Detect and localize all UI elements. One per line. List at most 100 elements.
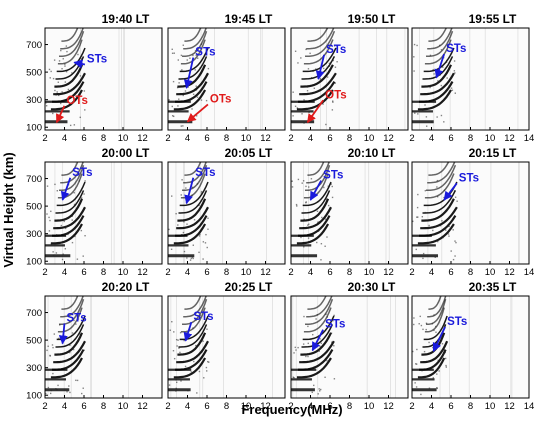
scatter-point: [196, 96, 199, 98]
x-tick-label: 4: [429, 267, 434, 278]
f-layer-trace: [298, 349, 334, 371]
f-layer-trace: [176, 72, 209, 96]
f-layer-trace: [183, 296, 207, 318]
x-tick-label: 2: [288, 401, 293, 412]
scatter-point: [195, 115, 198, 117]
scatter-point: [445, 366, 448, 368]
scatter-point: [425, 116, 428, 118]
st-arrow: [432, 326, 446, 352]
scatter-point: [59, 102, 62, 105]
panel-title: 20:00 LT: [102, 146, 150, 160]
scatter-point: [333, 345, 335, 347]
x-tick-label: 12: [260, 267, 271, 278]
scatter-point: [307, 68, 310, 70]
scatter-point: [69, 351, 71, 354]
scatter-point: [303, 246, 305, 248]
ot-label: OTs: [66, 95, 88, 107]
f-layer-trace: [177, 198, 207, 222]
scatter-point: [454, 240, 456, 242]
scatter-point: [305, 201, 307, 204]
scatter-point: [333, 45, 336, 47]
scatter-point: [308, 186, 310, 188]
scatter-point: [446, 96, 448, 98]
scatter-point: [68, 358, 70, 360]
y-tick-label: 500: [26, 68, 42, 79]
f-layer-trace: [420, 340, 449, 364]
scatter-point: [422, 257, 424, 260]
x-tick-label: 8: [101, 401, 106, 412]
scatter-point: [442, 66, 444, 68]
scatter-point: [330, 208, 332, 210]
scatter-point: [206, 246, 208, 249]
scatter-point: [316, 314, 319, 316]
scatter-point: [331, 196, 334, 199]
scatter-point: [185, 187, 187, 189]
scatter-point: [440, 49, 443, 51]
scatter-point: [76, 379, 79, 382]
x-axis-label: Frequency(MHz): [241, 402, 342, 417]
f-layer-trace: [55, 190, 85, 214]
scatter-point: [296, 205, 298, 207]
x-tick-label: 14: [524, 133, 535, 144]
x-tick-label: 4: [429, 133, 434, 144]
scatter-point: [412, 350, 414, 353]
panel-title: 19:40 LT: [102, 12, 150, 26]
scatter-point: [436, 386, 438, 389]
scatter-point: [444, 345, 446, 347]
trace-group: [412, 162, 520, 264]
scatter-point: [324, 218, 327, 220]
st-arrow: [443, 182, 458, 201]
scatter-point: [198, 235, 201, 237]
ot-arrow: [55, 105, 66, 124]
scatter-point: [65, 70, 68, 73]
scatter-point: [452, 258, 455, 261]
scatter-point: [414, 382, 416, 384]
scatter-point: [176, 86, 179, 89]
x-tick-label: 12: [260, 401, 271, 412]
scatter-point: [319, 338, 321, 340]
y-tick-label: 700: [26, 308, 42, 319]
scatter-point: [417, 193, 419, 196]
scatter-point: [173, 357, 176, 360]
x-tick-label: 4: [62, 401, 67, 412]
scatter-point: [177, 59, 180, 61]
scatter-point: [432, 346, 434, 349]
scatter-point: [315, 318, 317, 320]
scatter-point: [55, 388, 57, 390]
scatter-point: [49, 77, 51, 79]
scatter-point: [303, 122, 305, 124]
f-layer-trace: [425, 30, 454, 58]
scatter-point: [436, 387, 438, 390]
panel-title: 20:15 LT: [469, 146, 517, 160]
scatter-point: [198, 204, 200, 207]
scatter-point: [416, 206, 419, 209]
scatter-point: [48, 68, 51, 71]
scatter-point: [58, 60, 61, 62]
ionogram-panel: 20:20 LT 2 4 6 8 10 12 100 300 500 700 STs: [26, 280, 163, 412]
f-layer-trace: [428, 296, 442, 310]
scatter-point: [48, 216, 50, 219]
scatter-point: [175, 212, 177, 215]
scatter-point: [451, 89, 454, 91]
scatter-point: [171, 105, 173, 108]
f-layer-trace: [52, 81, 85, 103]
scatter-point: [297, 62, 299, 64]
scatter-point: [452, 198, 455, 200]
scatter-point: [436, 186, 438, 188]
scatter-point: [179, 332, 182, 334]
f-layer-trace: [423, 315, 448, 341]
panel-title: 20:10 LT: [348, 146, 396, 160]
scatter-point: [318, 335, 320, 337]
x-tick-label: 10: [485, 267, 496, 278]
scatter-point: [294, 50, 297, 52]
f-layer-trace: [303, 307, 332, 333]
scatter-point: [64, 63, 66, 65]
ionogram-panel: 20:30 LT 2 4 6 8 10 12 STs: [288, 280, 409, 412]
f-layer-trace: [57, 39, 83, 65]
scatter-point: [413, 70, 415, 72]
scatter-point: [306, 86, 309, 88]
scatter-point: [61, 258, 64, 261]
scatter-point: [180, 194, 182, 196]
scatter-point: [317, 201, 319, 203]
f-layer-trace: [173, 357, 207, 379]
